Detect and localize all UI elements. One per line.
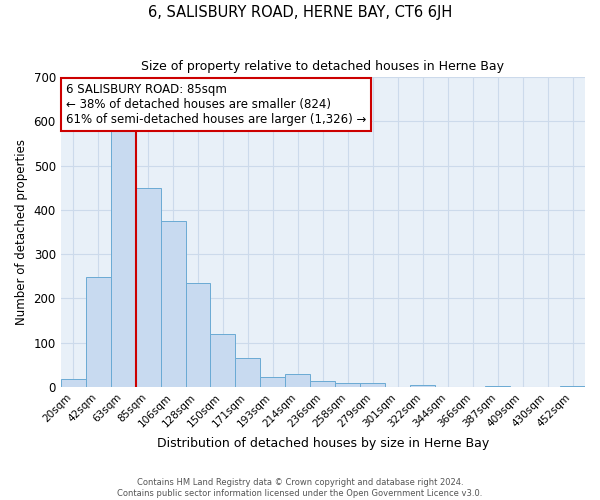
X-axis label: Distribution of detached houses by size in Herne Bay: Distribution of detached houses by size … bbox=[157, 437, 489, 450]
Bar bbox=[185, 283, 211, 387]
Y-axis label: Number of detached properties: Number of detached properties bbox=[15, 139, 28, 325]
Bar bbox=[110, 126, 136, 387]
Bar bbox=[335, 382, 360, 387]
Bar bbox=[560, 386, 585, 387]
Bar bbox=[360, 384, 385, 387]
Bar bbox=[211, 334, 235, 387]
Bar bbox=[410, 384, 435, 387]
Bar bbox=[485, 386, 510, 387]
Bar bbox=[136, 188, 161, 387]
Bar bbox=[235, 358, 260, 387]
Bar bbox=[286, 374, 310, 387]
Title: Size of property relative to detached houses in Herne Bay: Size of property relative to detached ho… bbox=[142, 60, 505, 73]
Bar bbox=[61, 379, 86, 387]
Text: 6 SALISBURY ROAD: 85sqm
← 38% of detached houses are smaller (824)
61% of semi-d: 6 SALISBURY ROAD: 85sqm ← 38% of detache… bbox=[66, 83, 366, 126]
Bar bbox=[310, 381, 335, 387]
Bar bbox=[260, 377, 286, 387]
Bar bbox=[86, 277, 110, 387]
Text: Contains HM Land Registry data © Crown copyright and database right 2024.
Contai: Contains HM Land Registry data © Crown c… bbox=[118, 478, 482, 498]
Bar bbox=[161, 221, 185, 387]
Text: 6, SALISBURY ROAD, HERNE BAY, CT6 6JH: 6, SALISBURY ROAD, HERNE BAY, CT6 6JH bbox=[148, 5, 452, 20]
